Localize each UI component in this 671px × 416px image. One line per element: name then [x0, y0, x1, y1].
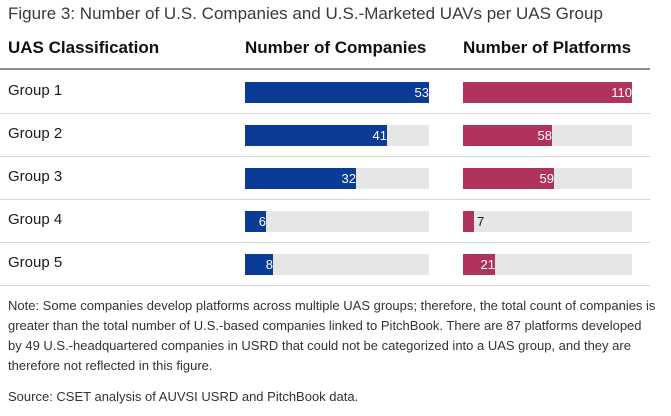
row-label-group-4: Group 4	[8, 211, 63, 228]
figure-note: Note: Some companies develop platforms a…	[8, 298, 656, 373]
companies-group-1-bar	[245, 82, 429, 103]
row-divider	[0, 156, 650, 157]
row-label-group-5: Group 5	[8, 254, 63, 271]
platforms-group-5-track: 21	[463, 254, 632, 275]
row-label-group-1: Group 1	[8, 82, 63, 99]
row-divider	[0, 285, 650, 286]
companies-group-3-track: 32	[245, 168, 429, 189]
header-uas-classification: UAS Classification	[8, 38, 160, 57]
companies-group-1-value-label: 53	[414, 85, 429, 100]
row-divider	[0, 199, 650, 200]
platforms-group-1-track: 110	[463, 82, 632, 103]
platforms-group-4-track: 7	[463, 211, 632, 232]
figure-title: Figure 3: Number of U.S. Companies and U…	[8, 4, 603, 23]
platforms-group-3-value-label: 59	[539, 171, 554, 186]
platforms-group-5-value-label: 21	[480, 257, 495, 272]
platforms-group-3-bar	[463, 168, 554, 189]
figure-source: Source: CSET analysis of AUVSI USRD and …	[8, 389, 359, 404]
platforms-group-1-bar	[463, 82, 632, 103]
row-label-group-3: Group 3	[8, 168, 63, 185]
platforms-group-4-value-label: 7	[477, 214, 485, 229]
companies-group-2-value-label: 41	[372, 128, 387, 143]
row-divider	[0, 242, 650, 243]
platforms-group-2-value-label: 58	[537, 128, 552, 143]
companies-group-1-track: 53	[245, 82, 429, 103]
row-label-group-2: Group 2	[8, 125, 63, 142]
companies-group-3-bar	[245, 168, 356, 189]
companies-group-4-bar	[245, 211, 266, 232]
platforms-group-5-bar	[463, 254, 495, 275]
header-divider	[0, 68, 650, 70]
companies-group-4-value-label: 6	[258, 214, 266, 229]
companies-group-2-track: 41	[245, 125, 429, 146]
companies-group-3-value-label: 32	[341, 171, 356, 186]
companies-group-4-track: 6	[245, 211, 429, 232]
platforms-group-3-track: 59	[463, 168, 632, 189]
companies-group-2-bar	[245, 125, 387, 146]
companies-group-5-track: 8	[245, 254, 429, 275]
header-number-of-companies: Number of Companies	[245, 38, 427, 57]
companies-group-5-value-label: 8	[265, 257, 273, 272]
platforms-group-2-track: 58	[463, 125, 632, 146]
platforms-group-4-bar	[463, 211, 474, 232]
row-divider	[0, 113, 650, 114]
platforms-group-2-bar	[463, 125, 552, 146]
companies-group-5-bar	[245, 254, 273, 275]
header-number-of-platforms: Number of Platforms	[463, 38, 632, 57]
platforms-group-1-value-label: 110	[611, 85, 632, 100]
